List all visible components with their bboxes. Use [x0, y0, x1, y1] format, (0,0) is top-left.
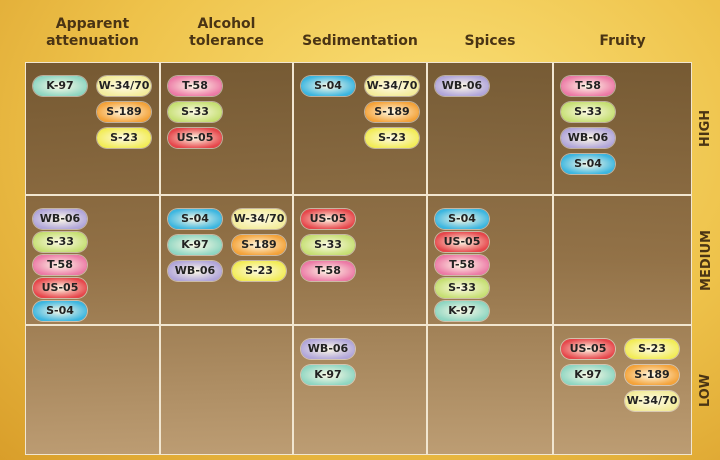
strain-pill: WB-06	[435, 76, 489, 96]
strain-pill: US-05	[301, 209, 355, 229]
cell	[25, 325, 160, 455]
strain-pill: S-23	[625, 339, 679, 359]
column-header: Spices	[464, 33, 516, 49]
row-label-text: LOW	[698, 373, 714, 407]
column-header: Apparent attenuation	[46, 16, 139, 49]
strain-pill: US-05	[435, 232, 489, 252]
strain-pill: W-34/70	[365, 76, 419, 96]
row-label: HIGH	[692, 62, 720, 195]
strain-pill: T-58	[561, 76, 615, 96]
strain-pill: S-189	[365, 102, 419, 122]
strain-pill: US-05	[561, 339, 615, 359]
strain-pill: K-97	[33, 76, 87, 96]
cell	[25, 195, 160, 325]
cell	[160, 62, 293, 195]
strain-pill: S-04	[168, 209, 222, 229]
row-label: LOW	[692, 325, 720, 455]
strain-pill: US-05	[33, 278, 87, 298]
strain-pill: T-58	[435, 255, 489, 275]
column-header: Alcohol tolerance	[189, 16, 264, 49]
strain-pill: S-33	[33, 232, 87, 252]
strain-pill: T-58	[168, 76, 222, 96]
strain-pill: T-58	[301, 261, 355, 281]
strain-pill: S-33	[168, 102, 222, 122]
row-label-text: MEDIUM	[698, 229, 714, 291]
strain-pill: WB-06	[561, 128, 615, 148]
strain-pill: W-34/70	[97, 76, 151, 96]
strain-pill: T-58	[33, 255, 87, 275]
cell	[293, 195, 427, 325]
grid-background	[25, 62, 692, 455]
cell	[160, 325, 293, 455]
strain-pill: K-97	[301, 365, 355, 385]
strain-pill: K-97	[435, 301, 489, 321]
strain-pill: S-04	[301, 76, 355, 96]
strain-pill: S-23	[97, 128, 151, 148]
cell	[553, 325, 692, 455]
strain-pill: WB-06	[301, 339, 355, 359]
cell	[293, 62, 427, 195]
cell	[427, 195, 553, 325]
cell	[553, 62, 692, 195]
row-label: MEDIUM	[692, 195, 720, 325]
strain-pill: S-23	[232, 261, 286, 281]
cell	[160, 195, 293, 325]
strain-pill: S-33	[561, 102, 615, 122]
strain-pill: US-05	[168, 128, 222, 148]
strain-pill: S-189	[97, 102, 151, 122]
strain-pill: WB-06	[168, 261, 222, 281]
cell	[427, 62, 553, 195]
strain-pill: K-97	[168, 235, 222, 255]
cell	[293, 325, 427, 455]
strain-pill: K-97	[561, 365, 615, 385]
column-header: Fruity	[599, 33, 646, 49]
cell	[553, 195, 692, 325]
strain-pill: S-189	[232, 235, 286, 255]
strain-pill: W-34/70	[232, 209, 286, 229]
strain-pill: WB-06	[33, 209, 87, 229]
strain-pill: S-04	[33, 301, 87, 321]
strain-pill: S-33	[435, 278, 489, 298]
cell	[427, 325, 553, 455]
strain-pill: S-23	[365, 128, 419, 148]
strain-pill: W-34/70	[625, 391, 679, 411]
strain-pill: S-189	[625, 365, 679, 385]
strain-pill: S-04	[435, 209, 489, 229]
strain-pill: S-04	[561, 154, 615, 174]
row-label-text: HIGH	[698, 109, 714, 148]
column-header: Sedimentation	[302, 33, 418, 49]
cell	[25, 62, 160, 195]
strain-pill: S-33	[301, 235, 355, 255]
